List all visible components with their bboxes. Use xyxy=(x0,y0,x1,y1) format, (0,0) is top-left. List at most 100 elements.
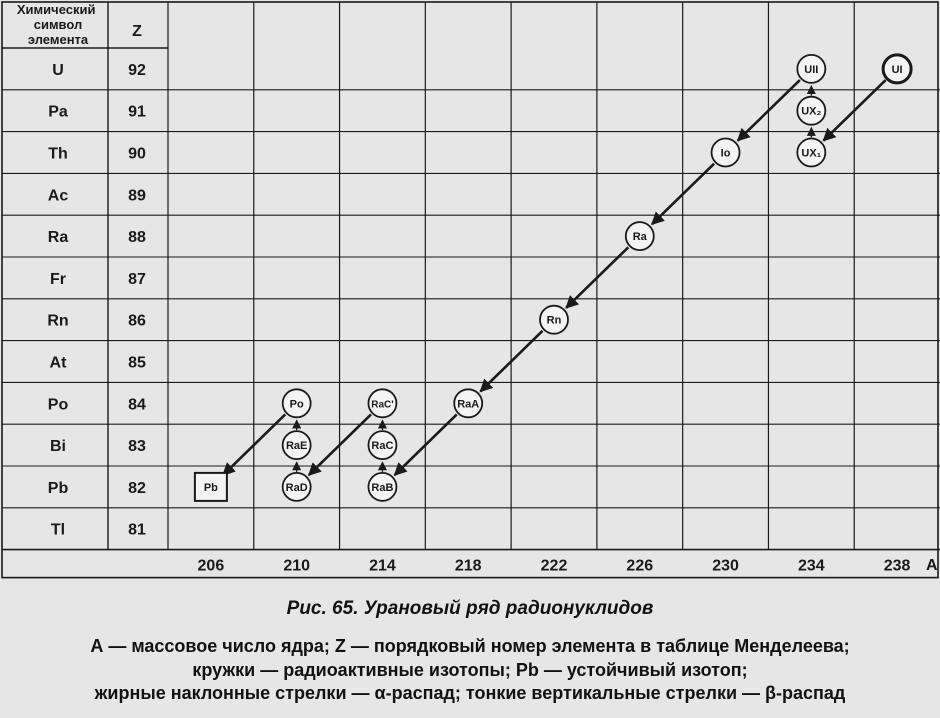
radioactive-isotope-node: Io xyxy=(710,137,741,168)
element-symbol: Pb xyxy=(48,480,69,497)
alpha-decay-arrow xyxy=(393,413,458,476)
atomic-number: 87 xyxy=(128,271,146,288)
element-symbol: U xyxy=(52,62,64,79)
radioactive-isotope-node: UX₂ xyxy=(796,95,827,126)
z-column-header: Z xyxy=(132,23,142,40)
isotope-circle xyxy=(281,388,312,419)
uranium-series-diagram: Химический символ элемента Z A U 92 Pa 91 Th 9… xyxy=(1,1,940,579)
table-labels: Химический символ элемента Z A U 92 Pa 91 Th 9… xyxy=(17,2,938,575)
mass-number-tick: 226 xyxy=(626,558,653,575)
atomic-number: 83 xyxy=(128,438,146,455)
isotope-label: Ra xyxy=(633,231,648,243)
isotope-label: Po xyxy=(290,398,304,410)
isotope-label: RaC xyxy=(371,440,393,452)
atomic-number: 81 xyxy=(128,522,146,539)
nuclide-nodes: UI UX₁ UX₂ UII Io Ra Rn RaA RaB RaC RaC' RaD RaE Po Pb xyxy=(193,53,913,502)
isotope-label: UI xyxy=(892,64,903,76)
atomic-number: 82 xyxy=(128,480,146,497)
isotope-circle xyxy=(710,137,741,168)
table-grid xyxy=(1,1,940,579)
isotope-label: RaB xyxy=(371,482,393,494)
alpha-decay-arrow xyxy=(822,79,887,142)
isotope-circle xyxy=(881,53,913,85)
isotope-label: RaC' xyxy=(371,399,393,410)
atomic-number: 86 xyxy=(128,313,146,330)
element-symbol: Ra xyxy=(48,229,69,246)
radioactive-isotope-node: UX₁ xyxy=(796,137,827,168)
legend-line-2: кружки — радиоактивные изотопы; Pb — уст… xyxy=(192,660,748,680)
isotope-label: UX₁ xyxy=(801,148,821,160)
isotope-circle xyxy=(453,388,484,419)
radioactive-isotope-node: UII xyxy=(796,54,827,84)
mass-number-tick: 222 xyxy=(541,558,568,575)
mass-number-tick: 206 xyxy=(198,558,225,575)
mass-number-tick: 210 xyxy=(283,558,310,575)
element-symbol: Fr xyxy=(50,271,66,288)
isotope-label: Pb xyxy=(204,482,218,494)
element-symbol: Bi xyxy=(50,438,66,455)
atomic-number: 90 xyxy=(128,146,146,163)
isotope-label: Io xyxy=(721,148,731,160)
atomic-number: 88 xyxy=(128,229,146,246)
alpha-decay-arrow xyxy=(479,329,544,393)
radioactive-isotope-node: RaC xyxy=(367,430,398,461)
element-symbol: Ac xyxy=(48,187,69,204)
atomic-number: 84 xyxy=(128,396,146,413)
radioactive-isotope-node: RaB xyxy=(367,471,398,502)
atomic-number: 89 xyxy=(128,187,146,204)
isotope-label: RaA xyxy=(457,398,479,410)
isotope-circle xyxy=(281,471,312,502)
symbol-column-header: Химический символ элемента xyxy=(17,2,99,47)
radioactive-isotope-node: Ra xyxy=(624,221,655,252)
isotope-circle xyxy=(796,54,827,84)
isotope-circle xyxy=(367,471,398,502)
element-symbol: Th xyxy=(48,146,68,163)
isotope-circle xyxy=(367,388,398,419)
mass-axis-unit-label: A xyxy=(926,557,938,574)
radioactive-isotope-node: RaE xyxy=(281,430,312,461)
mass-number-tick: 238 xyxy=(884,558,911,575)
mass-number-tick: 230 xyxy=(712,558,739,575)
alpha-decay-arrow xyxy=(307,413,372,476)
element-symbol: Tl xyxy=(51,522,65,539)
atomic-number: 85 xyxy=(128,355,146,372)
atomic-number: 91 xyxy=(128,104,146,121)
alpha-decay-arrow xyxy=(565,246,630,309)
radioactive-isotope-node: RaC' xyxy=(367,388,398,419)
legend-line-1: А — массовое число ядра; Z — порядковый … xyxy=(90,636,850,656)
alpha-decay-arrow xyxy=(651,162,716,226)
legend-line-3: жирные наклонные стрелки — α-распад; тон… xyxy=(94,683,846,703)
alpha-decay-arrow xyxy=(736,79,801,142)
decay-arrows xyxy=(222,79,887,476)
alpha-decay-arrow xyxy=(222,413,287,476)
radioactive-isotope-node: Rn xyxy=(539,304,569,335)
stable-isotope-node: Pb xyxy=(193,471,228,502)
mass-number-tick: 234 xyxy=(798,558,825,575)
element-symbol: At xyxy=(50,355,68,372)
element-symbol: Pa xyxy=(48,104,68,121)
isotope-circle xyxy=(796,137,827,168)
isotope-circle xyxy=(281,430,312,461)
element-symbol: Rn xyxy=(47,313,68,330)
isotope-label: Rn xyxy=(547,315,562,327)
isotope-label: UX₂ xyxy=(801,106,821,118)
isotope-label: UII xyxy=(804,64,818,76)
grid-frame xyxy=(1,1,939,579)
radioactive-isotope-node: RaD xyxy=(281,471,312,502)
atomic-number: 92 xyxy=(128,62,146,79)
mass-number-tick: 214 xyxy=(369,558,396,575)
isotope-circle xyxy=(539,304,569,335)
radioactive-isotope-node: RaA xyxy=(453,388,484,419)
mass-number-tick: 218 xyxy=(455,558,482,575)
isotope-label: RaE xyxy=(286,440,307,452)
stable-isotope-box xyxy=(193,471,228,502)
figure-title: Рис. 65. Урановый ряд радионуклидов xyxy=(286,598,654,619)
radioactive-isotope-node: Po xyxy=(281,388,312,419)
isotope-label: RaD xyxy=(286,482,308,494)
element-symbol: Po xyxy=(48,396,69,413)
radioactive-isotope-node: UI xyxy=(881,53,913,85)
isotope-circle xyxy=(796,95,827,126)
isotope-circle xyxy=(367,430,398,461)
isotope-circle xyxy=(624,221,655,252)
